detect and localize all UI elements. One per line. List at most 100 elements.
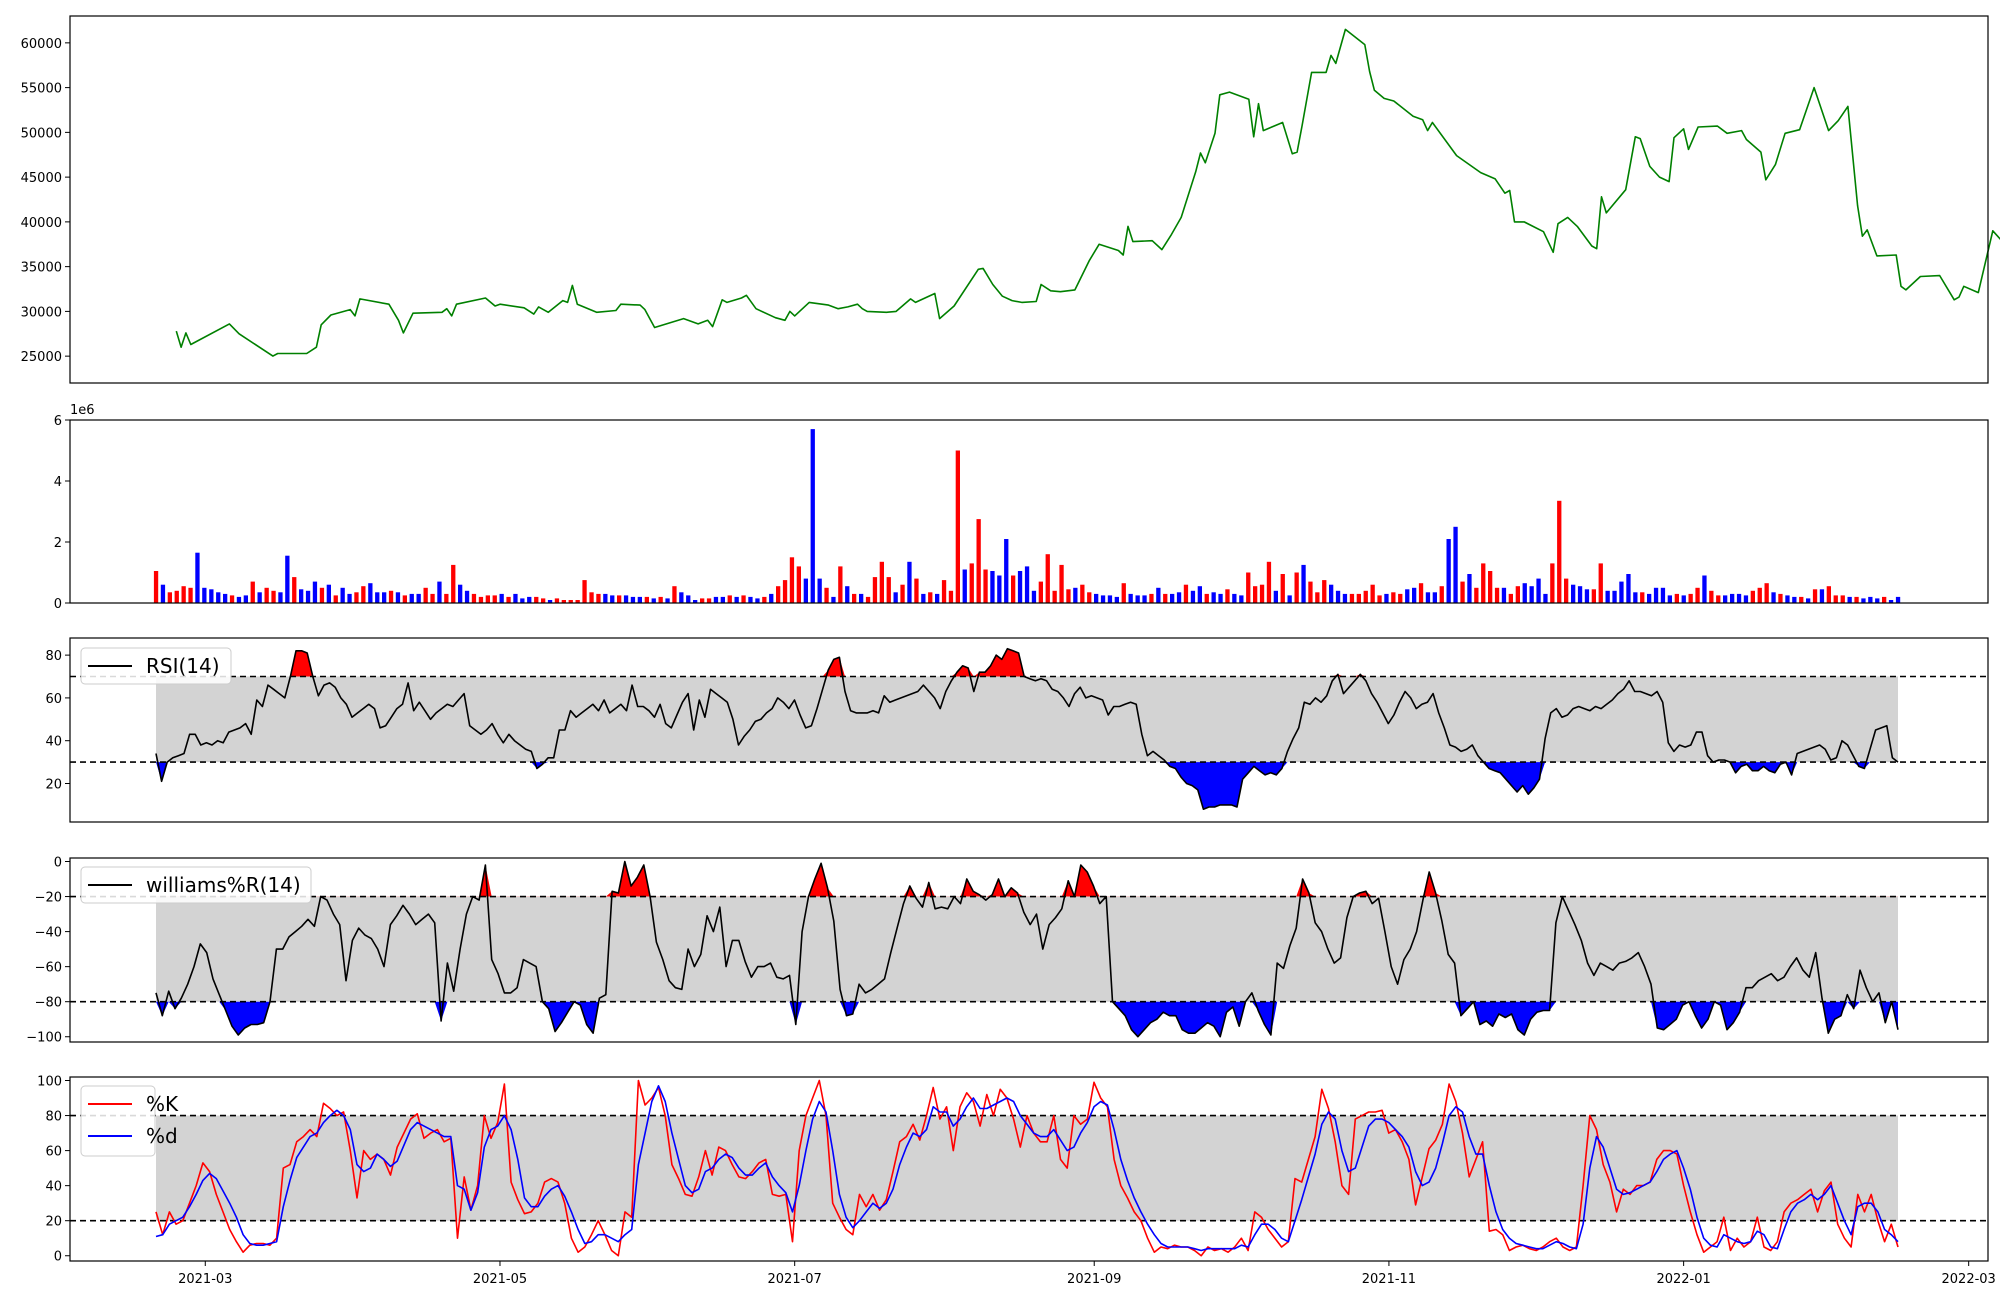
volume-bar [1778, 593, 1783, 603]
volume-bar [1591, 589, 1596, 603]
volume-bar [513, 593, 518, 603]
volume-bar [485, 595, 490, 603]
volume-bar [955, 450, 960, 603]
volume-bar [554, 598, 560, 603]
volume-bar [368, 583, 373, 603]
volume-bar [312, 581, 318, 603]
volume-bar [907, 561, 912, 603]
price-ytick-label: 50000 [21, 126, 62, 141]
volume-bar [188, 587, 193, 604]
williams-panel: −100 −80 −60 −40 −20 0 williams%R(14) [26, 856, 1989, 1046]
volume-bar [1785, 595, 1790, 603]
volume-bar [713, 596, 719, 603]
rsi-neutral-band [156, 676, 1898, 763]
volume-bar [1211, 592, 1216, 603]
volume-bar [782, 580, 788, 603]
volume-bar [1391, 592, 1396, 603]
volume-bar [257, 592, 262, 603]
volume-bar [824, 587, 829, 604]
volume-bar [1681, 595, 1686, 603]
volume-bar [1156, 587, 1161, 604]
stochastic-neutral-band [156, 1115, 1898, 1221]
volume-bar [803, 578, 808, 603]
rsi-legend-box [80, 647, 232, 685]
volume-bar [603, 593, 608, 603]
volume-bar [582, 580, 587, 603]
price-ytick-label: 35000 [21, 261, 62, 276]
volume-bar [1764, 583, 1769, 603]
volume-bar [1743, 595, 1749, 603]
volume-bar [1660, 587, 1666, 604]
volume-bar [769, 593, 774, 603]
volume-bar [1004, 539, 1009, 603]
volume-bar [1059, 564, 1064, 603]
volume-bar [1232, 593, 1237, 603]
volume-bar [886, 577, 891, 603]
volume-bar [541, 598, 546, 603]
volume-bar [444, 593, 449, 603]
volume-bar [969, 563, 974, 603]
volume-bar [1868, 596, 1873, 603]
volume-bar [727, 595, 732, 603]
volume-bar [831, 596, 836, 603]
rsi-ytick-label: 60 [45, 692, 62, 707]
xtick-label: 2022-03 [1942, 1272, 1996, 1287]
volume-bar [893, 592, 898, 603]
volume-bar [1771, 592, 1776, 603]
volume-bar [416, 593, 421, 603]
volume-bar [1280, 574, 1285, 603]
volume-bar [838, 566, 843, 603]
volume-bar [1349, 593, 1355, 603]
volume-bar [762, 596, 767, 603]
volume-ytick-label: 6 [54, 414, 62, 429]
xtick-label: 2021-11 [1362, 1272, 1416, 1287]
stochastic-ytick-label: 0 [54, 1250, 62, 1265]
volume-bar [748, 596, 753, 603]
volume-bar [1647, 593, 1652, 603]
volume-bar [921, 593, 926, 603]
volume-bar [755, 598, 760, 603]
williams-legend-box [80, 866, 312, 904]
volume-bar [292, 577, 297, 603]
williams-ytick-label: 0 [54, 856, 62, 871]
volume-bar [499, 593, 504, 603]
volume-bar [492, 595, 497, 603]
volume-bar [451, 564, 456, 603]
price-ytick-label: 25000 [21, 350, 62, 365]
volume-bar [706, 598, 712, 603]
volume-bar [1847, 596, 1852, 603]
volume-bar [1315, 592, 1320, 603]
price-ytick-label: 40000 [21, 216, 62, 231]
volume-bar [1806, 598, 1811, 603]
volume-bar [1183, 584, 1189, 603]
volume-bar [1149, 593, 1154, 603]
volume-bar [1494, 587, 1500, 604]
xtick-label: 2022-01 [1656, 1272, 1710, 1287]
volume-bar [1439, 586, 1444, 603]
volume-bar [941, 580, 947, 603]
stochastic-plot-area [70, 1079, 1988, 1257]
volume-bar [1405, 589, 1410, 603]
volume-bar [1577, 586, 1583, 603]
volume-bar [471, 593, 477, 603]
volume-bar [520, 598, 525, 603]
volume-bar [1564, 578, 1569, 603]
volume-bar [1550, 563, 1555, 603]
price-y-axis: 25000 30000 35000 40000 45000 50000 55000 60000 [21, 37, 70, 365]
volume-bar [1017, 571, 1023, 603]
volume-bar [1163, 593, 1168, 603]
volume-bar [1598, 563, 1603, 603]
volume-bar [1799, 596, 1804, 603]
volume-bar [1861, 598, 1866, 603]
volume-bar [1854, 596, 1859, 603]
volume-bar [1204, 593, 1209, 603]
volume-bar [1833, 595, 1838, 603]
volume-bar [1640, 592, 1645, 603]
volume-bar [1329, 584, 1334, 603]
volume-bar [1474, 587, 1479, 604]
volume-bar [1294, 572, 1299, 603]
volume-bar [720, 596, 725, 603]
volume-bar [700, 598, 705, 603]
volume-bar [693, 600, 698, 603]
